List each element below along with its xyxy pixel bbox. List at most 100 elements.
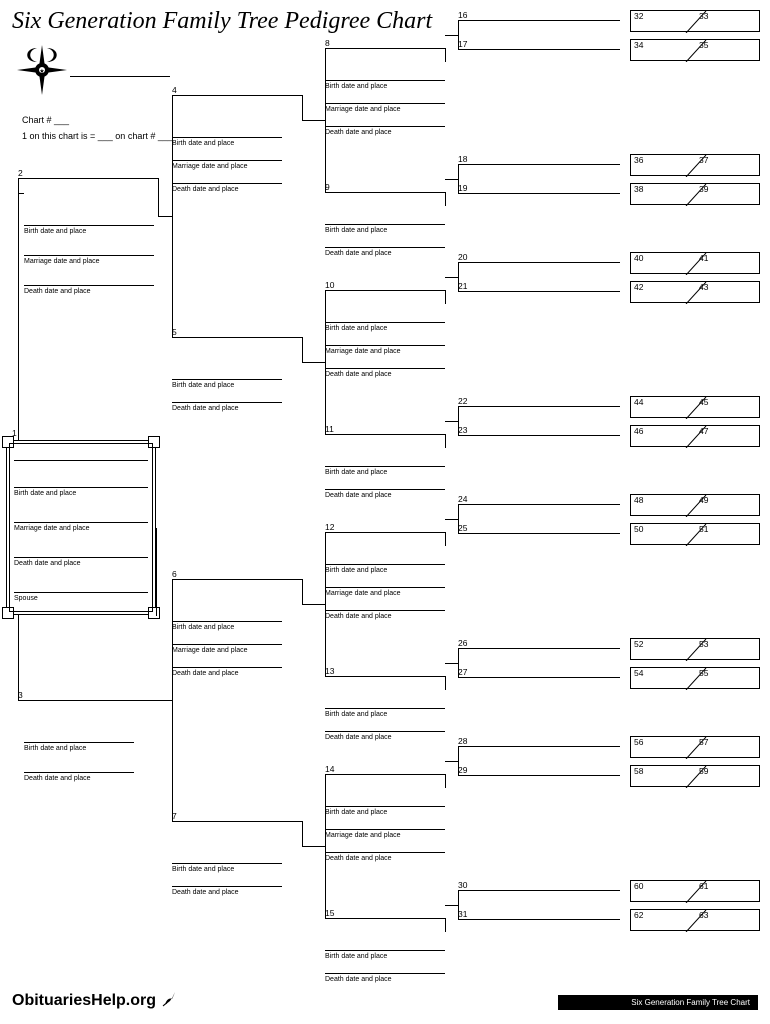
person-number-13: 13: [325, 666, 334, 676]
gen3-field: [172, 667, 282, 668]
gen2-label: Marriage date and place: [24, 258, 100, 265]
person-number-12: 12: [325, 522, 334, 532]
bracket-g5: [458, 746, 459, 775]
conn: [302, 337, 303, 362]
gen6-pair-62[interactable]: 6263: [630, 909, 760, 931]
gen5-line-31: [458, 919, 578, 920]
gen4-label: Death date and place: [325, 250, 392, 257]
conn: [158, 178, 159, 216]
gen2-label: Birth date and place: [24, 228, 86, 235]
connector-g5-g6: [578, 677, 620, 678]
gen4-label: Marriage date and place: [325, 590, 401, 597]
ornament-icon: ★: [12, 40, 72, 105]
gen6-pair-34[interactable]: 3435: [630, 39, 760, 61]
gen6-pair-42[interactable]: 4243: [630, 281, 760, 303]
conn: [445, 192, 446, 206]
person-number-29: 29: [458, 765, 467, 775]
gen4-label: Birth date and place: [325, 711, 387, 718]
gen5-line-21: [458, 291, 578, 292]
gen5-line-27: [458, 677, 578, 678]
conn: [158, 216, 172, 217]
conn-p2-p1: [18, 178, 19, 440]
bracket-g5: [458, 406, 459, 435]
bracket-g5: [458, 890, 459, 919]
person-number-16: 16: [458, 10, 467, 20]
gen6-pair-38[interactable]: 3839: [630, 183, 760, 205]
gen6-pair-50[interactable]: 5051: [630, 523, 760, 545]
gen4-field: [325, 852, 445, 853]
gen3-label: Death date and place: [172, 670, 239, 677]
gen4-label: Birth date and place: [325, 469, 387, 476]
gen4-label: Birth date and place: [325, 325, 387, 332]
gen2-field: [24, 772, 134, 773]
gen6-pair-40[interactable]: 4041: [630, 252, 760, 274]
gen6-pair-60[interactable]: 6061: [630, 880, 760, 902]
conn: [445, 761, 458, 762]
conn: [445, 663, 458, 664]
chart-continuation-line[interactable]: 1 on this chart is = ___ on chart # ___: [22, 131, 173, 141]
bracket-g4: [325, 48, 326, 192]
page-title: Six Generation Family Tree Pedigree Char…: [12, 8, 432, 35]
gen3-field: [172, 863, 282, 864]
conn: [445, 774, 446, 788]
gen4-field: [325, 368, 445, 369]
gen4-field: [325, 829, 445, 830]
connector-g5-g6: [578, 746, 620, 747]
bracket-g5: [458, 504, 459, 533]
gen4-field: [325, 103, 445, 104]
gen6-pair-54[interactable]: 5455: [630, 667, 760, 689]
person-number-6: 6: [172, 569, 177, 579]
gen3-name-4: [172, 95, 302, 96]
gen3-label: Marriage date and place: [172, 163, 248, 170]
conn-p1-p3: [18, 615, 19, 700]
person-number-2: 2: [18, 168, 23, 178]
gen2-field: [24, 285, 154, 286]
gen6-pair-46[interactable]: 4647: [630, 425, 760, 447]
gen2-label: Death date and place: [24, 288, 91, 295]
gen3-field: [172, 644, 282, 645]
gen4-field: [325, 80, 445, 81]
gen6-pair-32[interactable]: 3233: [630, 10, 760, 32]
person-number-14: 14: [325, 764, 334, 774]
connector-g5-g6: [578, 533, 620, 534]
gen4-label: Marriage date and place: [325, 348, 401, 355]
gen6-pair-44[interactable]: 4445: [630, 396, 760, 418]
gen6-pair-36[interactable]: 3637: [630, 154, 760, 176]
p1-field: [14, 592, 148, 593]
conn: [445, 290, 446, 304]
gen5-line-24: [458, 504, 578, 505]
conn: [445, 532, 446, 546]
conn: [445, 676, 446, 690]
gen5-line-16: [458, 20, 578, 21]
conn: [302, 821, 303, 846]
conn: [445, 421, 458, 422]
person-number-15: 15: [325, 908, 334, 918]
gen4-label: Death date and place: [325, 855, 392, 862]
chart-number-line[interactable]: Chart # ___: [22, 115, 173, 125]
conn: [445, 277, 458, 278]
gen6-pair-52[interactable]: 5253: [630, 638, 760, 660]
gen4-field: [325, 489, 445, 490]
gen3-label: Death date and place: [172, 889, 239, 896]
person-number-17: 17: [458, 39, 467, 49]
gen4-label: Birth date and place: [325, 83, 387, 90]
bracket-g4: [325, 290, 326, 434]
gen4-field: [325, 708, 445, 709]
person-number-24: 24: [458, 494, 467, 504]
conn: [445, 434, 446, 448]
gen6-pair-58[interactable]: 5859: [630, 765, 760, 787]
chart-info: Chart # ___ 1 on this chart is = ___ on …: [22, 115, 173, 141]
person-number-4: 4: [172, 85, 177, 95]
gen4-field: [325, 224, 445, 225]
gen2-field: [24, 225, 154, 226]
gen6-pair-56[interactable]: 5657: [630, 736, 760, 758]
conn: [302, 362, 325, 363]
connector-g5-g6: [578, 775, 620, 776]
gen2-field: [24, 255, 154, 256]
gen6-pair-48[interactable]: 4849: [630, 494, 760, 516]
gen5-line-17: [458, 49, 578, 50]
gen4-label: Marriage date and place: [325, 832, 401, 839]
gen4-field: [325, 345, 445, 346]
gen2-name-2: [18, 178, 158, 179]
bracket-g4: [325, 774, 326, 918]
